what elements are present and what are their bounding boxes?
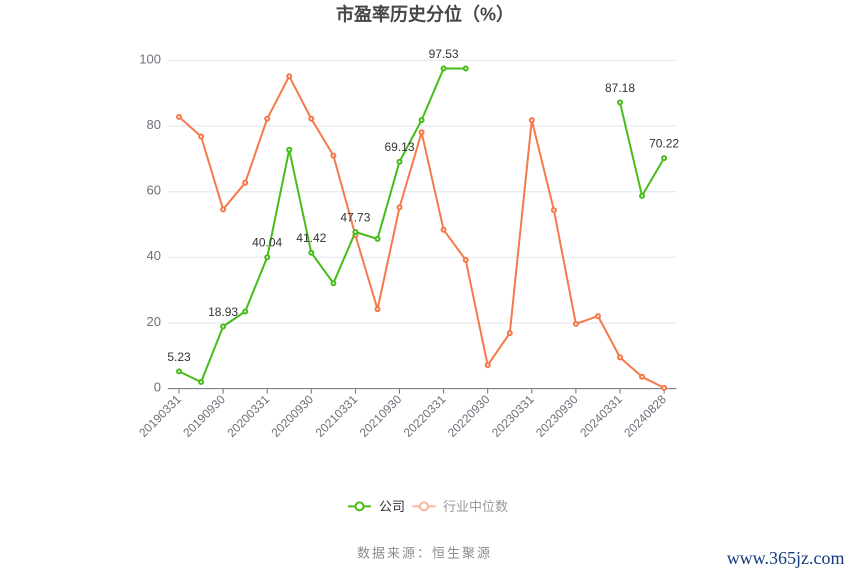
svg-text:www.365jz.com: www.365jz.com	[727, 548, 845, 568]
svg-text:行业中位数: 行业中位数	[443, 499, 508, 514]
svg-text:市盈率历史分位（%）: 市盈率历史分位（%）	[336, 3, 514, 24]
svg-text:60: 60	[147, 183, 161, 198]
svg-text:公司: 公司	[379, 499, 405, 514]
svg-text:5.23: 5.23	[167, 350, 191, 364]
svg-text:数据来源：恒生聚源: 数据来源：恒生聚源	[357, 546, 492, 561]
svg-text:70.22: 70.22	[649, 137, 679, 151]
svg-text:87.18: 87.18	[605, 81, 635, 95]
svg-text:69.13: 69.13	[384, 140, 414, 154]
svg-text:41.42: 41.42	[296, 231, 326, 245]
svg-text:20: 20	[147, 314, 161, 329]
svg-text:40.04: 40.04	[252, 236, 282, 250]
svg-text:100: 100	[139, 51, 161, 66]
svg-text:80: 80	[147, 117, 161, 132]
svg-text:97.53: 97.53	[429, 47, 459, 61]
svg-text:40: 40	[147, 248, 161, 263]
svg-text:0: 0	[154, 380, 161, 395]
svg-text:18.93: 18.93	[208, 305, 238, 319]
svg-text:47.73: 47.73	[340, 211, 370, 225]
